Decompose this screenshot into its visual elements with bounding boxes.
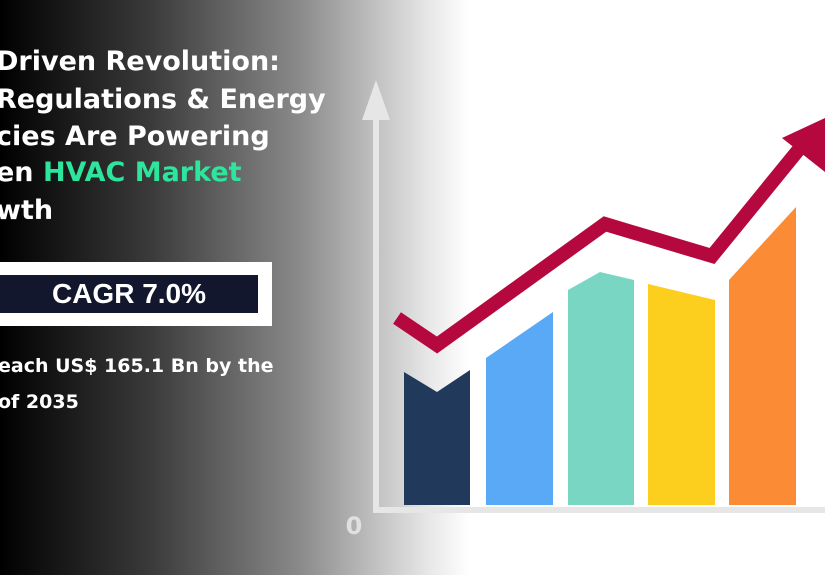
bar	[486, 312, 553, 505]
trend-arrow	[782, 118, 825, 172]
title-highlight: HVAC Market	[42, 157, 242, 188]
bar	[648, 284, 715, 505]
title-line: Regulations & Energy	[0, 84, 326, 115]
bar	[568, 272, 634, 505]
title-line: cies Are Powering	[0, 121, 270, 152]
title-line: en HVAC Market	[0, 159, 242, 186]
subtitle-line: each US$ 165.1 Bn by the	[0, 355, 274, 377]
title-part: en	[0, 157, 43, 188]
subtitle-line: of 2035	[0, 391, 79, 413]
title-line: Driven Revolution:	[0, 46, 280, 77]
bar	[404, 370, 470, 505]
trend-line	[393, 143, 806, 354]
badge: CAGR 7.0%	[0, 275, 258, 313]
axis-arrow	[362, 80, 390, 120]
bar	[729, 207, 796, 505]
title-line: wth	[0, 195, 54, 226]
axis-zero: 0	[346, 512, 363, 540]
